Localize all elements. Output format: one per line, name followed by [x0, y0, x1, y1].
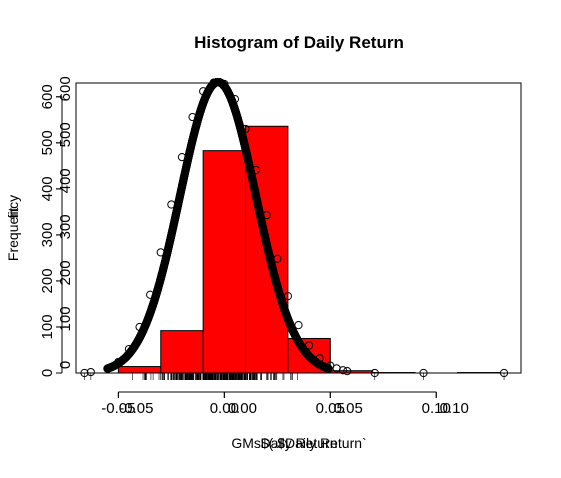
x-tick-label-fit: 0.00: [228, 400, 257, 417]
histogram-bar: [161, 331, 203, 373]
y-tick-label-fit: 500: [57, 122, 74, 147]
y-tick-label-fit: 300: [57, 214, 74, 239]
y-tick-label-hist: 300: [39, 222, 56, 247]
y-tick-label-fit: 400: [57, 168, 74, 193]
y-tick-label-hist: 200: [39, 268, 56, 293]
fit-point: [168, 201, 175, 208]
y-tick-label-fit: 200: [57, 260, 74, 285]
y-tick-label-fit: 0: [57, 361, 74, 369]
x-axis-label-overlay: GMs$(.$Daily Return`: [231, 435, 366, 451]
y-axis-label-overlay: fit: [5, 207, 21, 218]
x-tick-label-fit: 0.05: [334, 400, 363, 417]
y-tick-label-fit: 600: [57, 76, 74, 101]
histogram-bar: [118, 367, 160, 373]
y-tick-label-hist: 600: [39, 84, 56, 109]
chart-title: Histogram of Daily Return: [194, 33, 404, 52]
y-axis-label: Frequency: [5, 195, 21, 261]
y-tick-label-hist: 100: [39, 314, 56, 339]
y-tick-label-hist: 500: [39, 130, 56, 155]
x-tick-label-fit: 0.10: [440, 400, 469, 417]
x-tick-label-fit: -0.05: [119, 400, 153, 417]
y-tick-label-hist: 400: [39, 176, 56, 201]
y-tick-label-hist: 0: [39, 369, 56, 377]
fit-point: [295, 322, 302, 329]
histogram-bar: [203, 151, 245, 373]
y-tick-label-fit: 100: [57, 306, 74, 331]
